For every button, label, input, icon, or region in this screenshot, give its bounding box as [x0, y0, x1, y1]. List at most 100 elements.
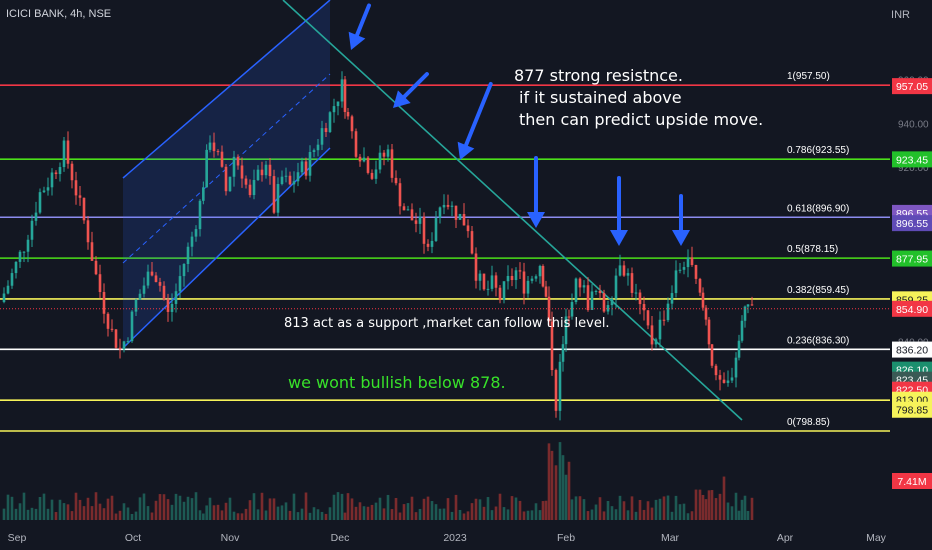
volume-bar [114, 513, 118, 520]
volume-bar [570, 499, 574, 520]
volume-bar [478, 499, 482, 520]
candle-body [382, 152, 386, 157]
volume-bar [354, 506, 358, 520]
candle-body [34, 212, 38, 221]
candle-body [374, 169, 378, 179]
volume-bar [650, 507, 654, 520]
candle-body [46, 187, 50, 191]
candle-body [530, 278, 534, 281]
candle-body [70, 163, 74, 181]
candle-body [205, 149, 208, 188]
volume-bar [256, 509, 260, 520]
volume-bar [682, 503, 686, 520]
candle-body [622, 265, 626, 276]
price-badge [892, 250, 932, 267]
candle-body [406, 209, 410, 211]
price-badge [892, 300, 932, 317]
candle-body [707, 319, 711, 345]
candle-body [450, 205, 454, 207]
volume-bar [574, 496, 578, 520]
volume-bar [374, 502, 378, 520]
symbol-title[interactable]: ICICI BANK, 4h, NSE [6, 8, 112, 20]
candle-body [54, 172, 58, 175]
candle-body [324, 128, 328, 133]
volume-bar [666, 495, 670, 520]
volume-bar [216, 504, 220, 520]
candle-body [198, 200, 202, 230]
volume-bar [54, 512, 58, 520]
volume-bar [382, 508, 386, 520]
candle-body [704, 307, 708, 320]
candle-body [590, 291, 594, 310]
volume-bar [618, 495, 622, 520]
fib-level-label: 0.382(859.45) [787, 285, 849, 296]
time-tick-label: Oct [125, 532, 141, 544]
candle-body [694, 264, 698, 279]
channel-upper-line [122, 0, 331, 179]
currency-label[interactable]: INR [891, 9, 910, 21]
arrow-down-icon [527, 156, 545, 228]
volume-bar [182, 501, 186, 520]
volume-bar [224, 502, 228, 520]
candle-body [122, 341, 126, 350]
volume-bar [22, 492, 26, 520]
candle-body [154, 275, 158, 283]
volume-bar [170, 504, 174, 520]
volume-bar [150, 512, 154, 520]
candle-body [38, 192, 42, 213]
candle-body [174, 291, 178, 304]
volume-bar [438, 508, 442, 520]
volume-bar [418, 508, 422, 520]
candle-body [166, 299, 170, 312]
volume-bar [220, 510, 224, 520]
candle-body [138, 293, 142, 300]
volume-bar [202, 513, 205, 520]
time-tick-label: 2023 [443, 532, 467, 544]
volume-bar [228, 497, 232, 520]
volume-bar [510, 496, 514, 520]
candle-body [10, 273, 14, 286]
volume-bar [638, 499, 642, 520]
volume-bar [340, 493, 344, 520]
candle-body [726, 380, 730, 383]
candle-body [362, 157, 366, 162]
candle-body [66, 140, 70, 164]
candle-body [284, 175, 288, 177]
candle-body [74, 180, 78, 196]
volume-bar [74, 492, 78, 520]
volume-bar [58, 499, 62, 520]
volume-bar [446, 498, 450, 520]
volume-bars [2, 442, 754, 520]
candle-body [567, 316, 571, 318]
channel-lower-line [122, 147, 331, 349]
volume-bar [296, 512, 300, 520]
candle-body [737, 340, 741, 358]
candle-body [18, 251, 22, 262]
volume-bar [514, 497, 518, 520]
volume-bar [142, 493, 146, 520]
candle-body [236, 156, 240, 166]
volume-bar [402, 504, 406, 520]
fib-level-label: 0.618(896.90) [787, 203, 849, 214]
candle-body [478, 273, 482, 281]
volume-bar [300, 508, 304, 520]
candle-body [292, 181, 296, 185]
candle-body [561, 344, 565, 362]
candle-body [328, 112, 332, 133]
candle-body [446, 204, 450, 207]
volume-bar [658, 498, 662, 520]
volume-bar [110, 495, 114, 520]
candle-body [312, 150, 316, 153]
volume-bar [332, 494, 336, 520]
volume-bar [582, 499, 586, 520]
candle-body [216, 151, 220, 153]
time-axis[interactable]: Sep Oct Nov Dec 2023 Feb Mar Apr May [8, 532, 887, 544]
candle-body [426, 243, 430, 247]
volume-bar [541, 501, 545, 520]
candle-body [690, 257, 694, 265]
price-badge-text: 957.05 [896, 81, 928, 93]
volume-bar [38, 496, 42, 520]
candle-body [541, 265, 545, 287]
volume-bar [590, 509, 594, 520]
